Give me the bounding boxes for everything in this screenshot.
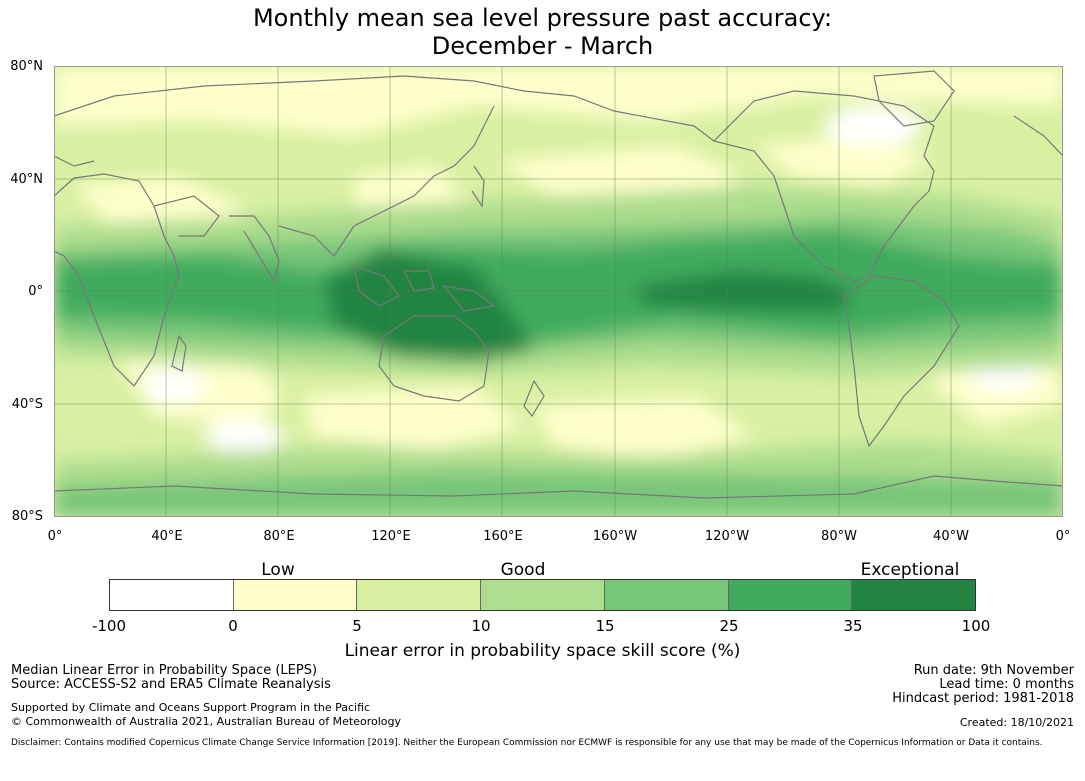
lon-label-160e: 160°E [483, 529, 523, 544]
tick-label: 0 [228, 617, 238, 635]
skill-map [54, 66, 1063, 517]
coastline-australia [378, 315, 490, 402]
title-line-2: December - March [431, 32, 654, 60]
colorbar-segment [110, 580, 234, 610]
lat-label-40s: 40°S [11, 397, 43, 412]
support-label: Supported by Climate and Oceans Support … [11, 701, 371, 714]
coastline-south-america [843, 275, 960, 448]
coastline-greenland [873, 70, 955, 127]
created-date: Created: 18/10/2021 [959, 716, 1074, 729]
coastline-siberia [54, 75, 715, 142]
colorbar-segment [604, 580, 729, 610]
coastline-africa [54, 173, 180, 387]
skill-patch-level-6 [324, 246, 534, 361]
lead-time: Lead time: 0 months [939, 677, 1074, 692]
tick-label: -100 [91, 617, 127, 635]
coastline-north-america [712, 90, 935, 282]
coastline-maritime-continent [353, 265, 496, 312]
lon-label-120w: 120°W [704, 529, 750, 544]
skill-patch-level-5 [54, 231, 1063, 341]
lat-label-0: 0° [28, 284, 43, 299]
map-frame [54, 66, 1063, 517]
lon-label-80w: 80°W [821, 529, 857, 544]
coastline-arabia [153, 195, 220, 237]
hindcast-period: Hindcast period: 1981-2018 [892, 691, 1074, 706]
tick-label: 15 [595, 617, 615, 635]
coastline-madagascar [171, 334, 187, 372]
colorbar-segment [233, 580, 358, 610]
coastline-eurasia-south [278, 105, 495, 257]
skill-patch-level-0 [824, 106, 924, 146]
category-exceptional: Exceptional [860, 560, 960, 580]
lon-label-80e: 80°E [263, 529, 295, 544]
run-date: Run date: 9th November [913, 663, 1074, 678]
colorbar-label: Linear error in probability space skill … [344, 641, 741, 661]
coastline-japan [471, 165, 485, 208]
graticule [54, 66, 1063, 517]
tick-label: 25 [719, 617, 739, 635]
colorbar-segment [357, 580, 482, 610]
copyright-label: © Commonwealth of Australia 2021, Austra… [11, 715, 401, 728]
leps-label: Median Linear Error in Probability Space… [11, 663, 318, 678]
lon-label-160w: 160°W [592, 529, 638, 544]
title-line-1: Monthly mean sea level pressure past acc… [252, 4, 833, 32]
chart-title: Monthly mean sea level pressure past acc… [0, 4, 1085, 60]
skill-patch-level-1 [54, 66, 1063, 136]
lat-label-80n: 80°N [10, 59, 43, 74]
coastline-europe [54, 115, 1063, 167]
colorbar [109, 579, 976, 611]
tick-label: 10 [471, 617, 491, 635]
lon-label-40w: 40°W [933, 529, 969, 544]
tick-label: 100 [961, 617, 991, 635]
lat-label-40n: 40°N [10, 172, 43, 187]
category-low: Low [261, 560, 295, 580]
colorbar-segment [852, 580, 976, 610]
tick-label: 5 [352, 617, 362, 635]
lat-label-80s: 80°S [11, 509, 43, 524]
lon-label-120e: 120°E [371, 529, 411, 544]
coastlines [54, 70, 1063, 499]
skill-patch-level-1 [304, 386, 524, 451]
skill-patch-level-0 [144, 368, 204, 404]
source-label: Source: ACCESS-S2 and ERA5 Climate Reana… [11, 677, 331, 692]
skill-patch-level-0 [204, 420, 284, 452]
disclaimer: Disclaimer: Contains modified Copernicus… [11, 738, 1043, 748]
skill-patch-level-1 [754, 136, 934, 186]
tick-label: 35 [843, 617, 863, 635]
colorbar-segment [481, 580, 605, 610]
coastline-new-zealand [523, 379, 545, 418]
lon-label-40e: 40°E [151, 529, 183, 544]
coastline-india [229, 215, 280, 283]
coastline-antarctica [54, 475, 1063, 499]
skill-patch-level-4 [54, 471, 1063, 517]
lon-label-0: 0° [47, 529, 63, 544]
colorbar-segment [728, 580, 853, 610]
category-good: Good [500, 560, 546, 580]
skill-patch-level-1 [534, 396, 754, 461]
lon-label-0-east: 0° [1055, 529, 1071, 544]
